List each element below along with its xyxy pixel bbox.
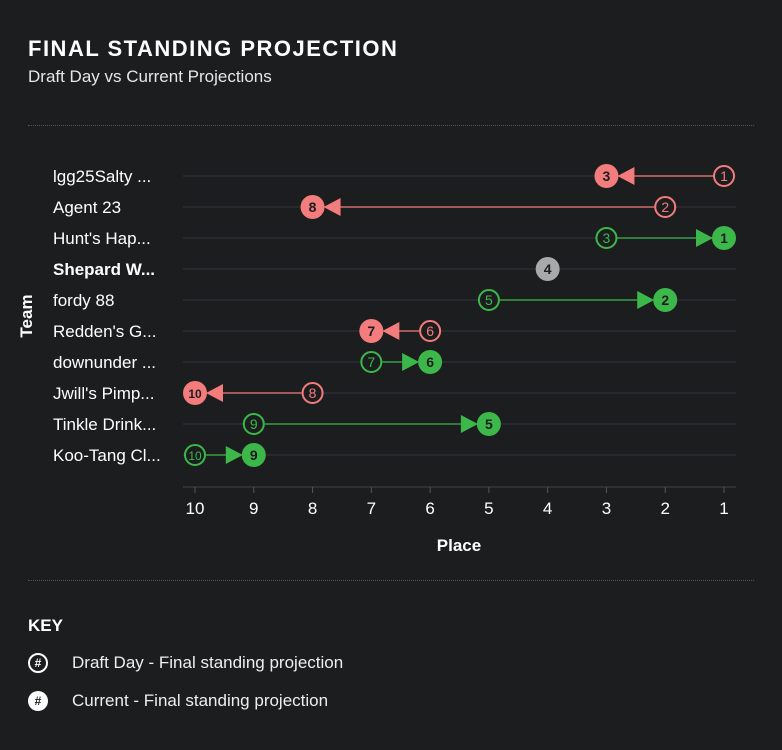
draft-value: 2 [661, 199, 669, 215]
arrowhead [460, 415, 478, 433]
x-tick-label: 7 [367, 499, 376, 518]
draft-marker [713, 165, 735, 187]
current-marker [535, 257, 560, 281]
arrowhead [206, 384, 223, 402]
draft-value: 8 [309, 385, 317, 401]
bottom-divider [28, 580, 754, 581]
current-value: 3 [603, 168, 611, 184]
team-label: Shepard W... [53, 260, 155, 279]
current-value: 4 [544, 261, 552, 277]
x-axis-label: Place [437, 536, 481, 555]
chart-subtitle: Draft Day vs Current Projections [28, 67, 272, 86]
current-marker [183, 381, 207, 405]
team-label: downunder ... [53, 353, 156, 372]
draft-marker [419, 320, 442, 342]
current-value: 7 [367, 323, 375, 339]
draft-marker [242, 413, 265, 435]
current-value: 2 [661, 292, 669, 308]
current-value: 9 [250, 447, 258, 463]
current-value: 8 [309, 199, 317, 215]
draft-marker [184, 444, 206, 466]
draft-value: 10 [188, 449, 202, 463]
arrowhead [637, 291, 655, 309]
key-label: Draft Day - Final standing projection [72, 653, 344, 672]
draft-marker [301, 382, 324, 404]
current-marker [241, 443, 266, 467]
key-title: KEY [28, 616, 63, 635]
team-label: lgg25Salty ... [53, 167, 151, 186]
x-tick-label: 6 [425, 499, 434, 518]
draft-marker [595, 227, 618, 249]
draft-marker [477, 289, 500, 311]
arrowhead [382, 322, 400, 340]
team-label: Agent 23 [53, 198, 121, 217]
filled-circle-icon: # [28, 691, 48, 711]
team-label: Redden's G... [53, 322, 156, 341]
chart-title: FINAL STANDING PROJECTION [28, 36, 399, 61]
current-marker [300, 195, 325, 219]
arrowhead [225, 446, 243, 464]
key-item-draft: # Draft Day - Final standing projection [28, 653, 343, 673]
draft-marker [654, 196, 677, 218]
dumbbell-chart: Team Place 10 9 8 7 6 5 4 3 2 1 lgg25Salty ... 1 3 Ag… [17, 164, 736, 555]
current-marker [359, 319, 384, 343]
x-tick-label: 5 [484, 499, 493, 518]
team-label: Tinkle Drink... [53, 415, 156, 434]
outline-circle-icon: # [28, 653, 48, 673]
x-tick-label: 10 [186, 499, 205, 518]
team-label: Hunt's Hap... [53, 229, 151, 248]
current-value: 1 [720, 230, 728, 246]
x-tick-label: 4 [543, 499, 552, 518]
arrowhead [402, 353, 420, 371]
key-label: Current - Final standing projection [72, 691, 329, 710]
draft-marker [360, 351, 383, 373]
current-value: 10 [188, 387, 202, 401]
team-label: Koo-Tang Cl... [53, 446, 161, 465]
x-tick-label: 9 [249, 499, 258, 518]
current-marker [594, 164, 619, 188]
current-marker [653, 288, 678, 312]
team-label: Jwill's Pimp... [53, 384, 154, 403]
draft-value: 1 [720, 168, 728, 184]
current-marker [712, 226, 736, 250]
x-tick-label: 3 [602, 499, 611, 518]
draft-value: 7 [367, 354, 375, 370]
draft-value: 5 [485, 292, 493, 308]
y-axis-label: Team [17, 294, 36, 337]
draft-value: 3 [603, 230, 611, 246]
current-value: 6 [426, 354, 434, 370]
current-marker [418, 350, 443, 374]
x-tick-label: 2 [660, 499, 669, 518]
current-marker [476, 412, 501, 436]
key-item-current: # Current - Final standing projection [28, 691, 328, 711]
draft-value: 6 [426, 323, 434, 339]
draft-value: 9 [250, 416, 258, 432]
arrowhead [696, 229, 713, 247]
x-tick-label: 1 [719, 499, 728, 518]
x-tick-label: 8 [308, 499, 317, 518]
arrowhead [617, 167, 635, 185]
arrowhead [323, 198, 341, 216]
team-label: fordy 88 [53, 291, 114, 310]
top-divider [28, 125, 754, 126]
current-value: 5 [485, 416, 493, 432]
